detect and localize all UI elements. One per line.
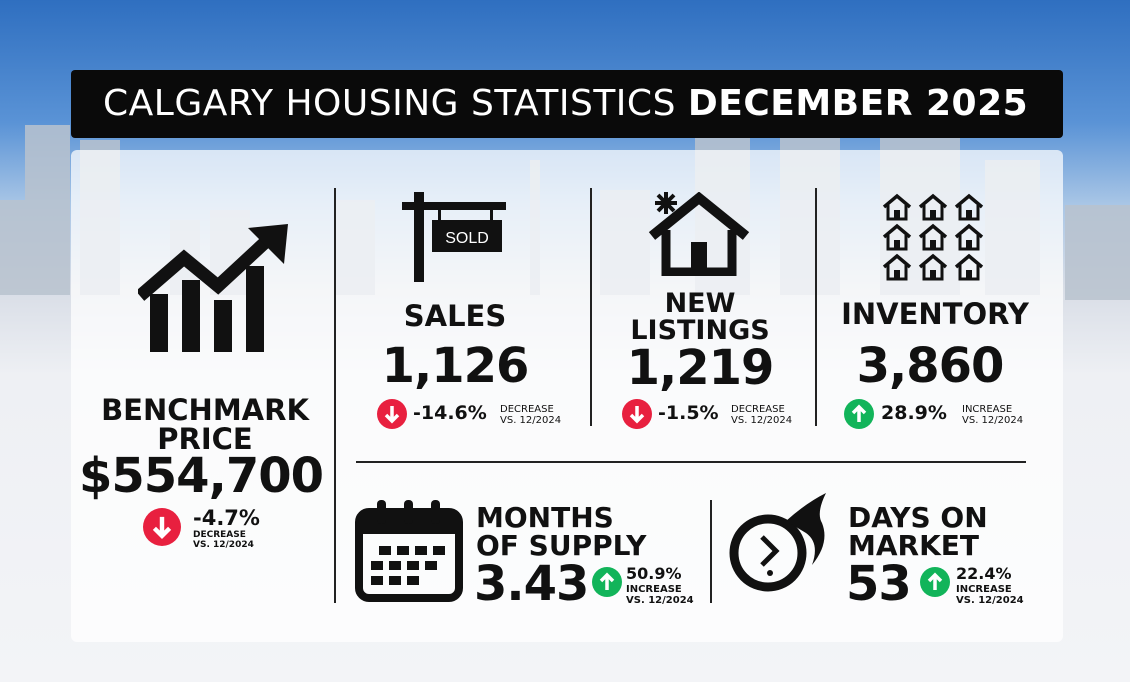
divider-vertical xyxy=(590,188,592,426)
months-supply-label: MONTHS OF SUPPLY xyxy=(476,504,646,560)
days-on-market-label-line2: MARKET xyxy=(848,529,980,562)
sales-compare: DECREASE VS. 12/2024 xyxy=(500,404,562,426)
days-on-market-change: 22.4% xyxy=(956,564,1012,583)
new-listings-value: 1,219 xyxy=(626,340,775,396)
svg-text:SOLD: SOLD xyxy=(445,230,489,247)
new-listings-label-line1: NEW xyxy=(664,288,736,319)
months-supply-compare: INCREASE VS. 12/2024 xyxy=(626,584,694,606)
months-supply-label-line2: OF SUPPLY xyxy=(476,529,647,562)
sales-label: SALES xyxy=(403,299,507,333)
months-supply-value: 3.43 xyxy=(474,556,589,612)
arrow-down-icon xyxy=(377,399,407,429)
benchmark-change: -4.7% xyxy=(193,506,260,530)
stats-panel xyxy=(71,150,1063,642)
house-sparkle-icon xyxy=(648,192,750,276)
benchmark-compare: DECREASE VS. 12/2024 xyxy=(193,530,254,550)
days-on-market-compare: INCREASE VS. 12/2024 xyxy=(956,584,1024,606)
divider-vertical xyxy=(815,188,817,426)
sales-value: 1,126 xyxy=(381,338,530,394)
inventory-value: 3,860 xyxy=(856,338,1005,394)
new-listings-compare: DECREASE VS. 12/2024 xyxy=(731,404,793,426)
title-prefix: CALGARY HOUSING STATISTICS xyxy=(103,83,676,124)
fast-clock-icon xyxy=(729,493,826,592)
days-on-market-value: 53 xyxy=(846,556,912,612)
arrow-down-icon xyxy=(622,399,652,429)
sold-sign-icon: SOLD xyxy=(402,192,506,282)
calendar-icon xyxy=(355,500,463,602)
inventory-change: 28.9% xyxy=(881,402,947,424)
months-supply-label-line1: MONTHS xyxy=(476,501,614,534)
arrow-down-icon xyxy=(143,508,181,546)
new-listings-label: NEW LISTINGS xyxy=(600,290,800,344)
arrow-up-icon xyxy=(592,567,622,597)
benchmark-label: BENCHMARK PRICE xyxy=(90,396,320,454)
title-bar: CALGARY HOUSING STATISTICS DECEMBER 2025 xyxy=(71,70,1063,138)
benchmark-label-line1: BENCHMARK xyxy=(101,393,309,427)
rising-bar-chart-icon xyxy=(138,224,288,352)
inventory-compare: INCREASE VS. 12/2024 xyxy=(962,404,1024,426)
days-on-market-label-line1: DAYS ON xyxy=(848,501,988,534)
new-listings-change: -1.5% xyxy=(658,402,719,424)
new-listings-label-line2: LISTINGS xyxy=(630,315,770,346)
divider-vertical xyxy=(334,188,336,603)
months-supply-change: 50.9% xyxy=(626,564,682,583)
benchmark-value: $554,700 xyxy=(78,448,324,504)
divider-horizontal xyxy=(356,461,1026,463)
divider-vertical xyxy=(710,500,712,603)
days-on-market-label: DAYS ON MARKET xyxy=(848,504,988,560)
arrow-up-icon xyxy=(920,567,950,597)
title-month: DECEMBER 2025 xyxy=(687,83,1029,124)
inventory-label: INVENTORY xyxy=(841,297,1029,331)
benchmark-label-line2: PRICE xyxy=(157,422,253,456)
arrow-up-icon xyxy=(844,399,874,429)
houses-grid-icon xyxy=(882,194,984,281)
sales-change: -14.6% xyxy=(413,402,487,424)
